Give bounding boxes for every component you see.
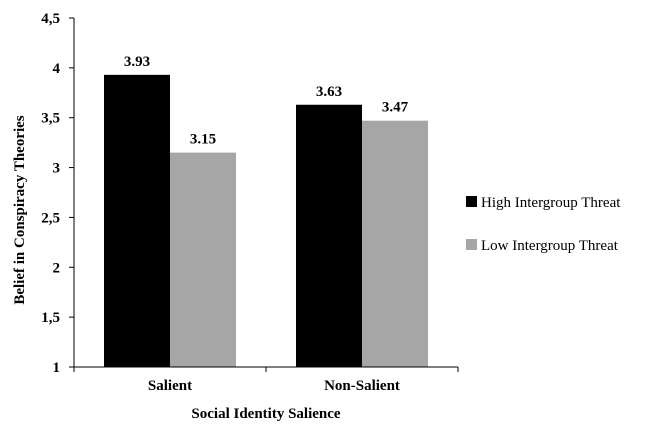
bar-high-non-salient [296, 104, 362, 367]
x-axis-ticks: Salient Non-Salient [73, 367, 459, 394]
y-tick-label: 1,5 [41, 310, 60, 326]
legend-swatch-low [466, 239, 477, 250]
bar-low-salient [170, 152, 236, 367]
bar-low-non-salient [362, 120, 428, 367]
y-tick-label: 2,5 [41, 210, 60, 226]
legend-label-high: High Intergroup Threat [481, 195, 621, 211]
legend-swatch-high [466, 196, 477, 207]
legend-label-low: Low Intergroup Threat [481, 238, 619, 254]
data-label: 3.93 [124, 54, 150, 70]
y-tick-label: 2 [53, 260, 61, 276]
y-axis-ticks: 1 1,5 2 2,5 3 3,5 4 4,5 [41, 11, 74, 376]
y-tick-label: 3 [53, 161, 61, 177]
data-label: 3.47 [382, 100, 409, 116]
y-tick-label: 1 [53, 360, 61, 376]
bar-high-salient [104, 74, 170, 367]
data-labels: 3.93 3.15 3.63 3.47 [124, 54, 409, 148]
y-tick-label: 3,5 [41, 111, 60, 127]
y-tick-label: 4,5 [41, 11, 60, 27]
y-tick-label: 4 [53, 61, 61, 77]
x-axis-title: Social Identity Salience [191, 406, 341, 422]
x-tick-label: Non-Salient [324, 378, 400, 394]
data-label: 3.15 [190, 132, 216, 148]
data-label: 3.63 [316, 84, 342, 100]
bars [104, 74, 428, 367]
y-axis-title: Belief in Conspiracy Theories [12, 115, 28, 304]
x-tick-label: Salient [148, 378, 192, 394]
legend: High Intergroup Threat Low Intergroup Th… [466, 195, 621, 254]
